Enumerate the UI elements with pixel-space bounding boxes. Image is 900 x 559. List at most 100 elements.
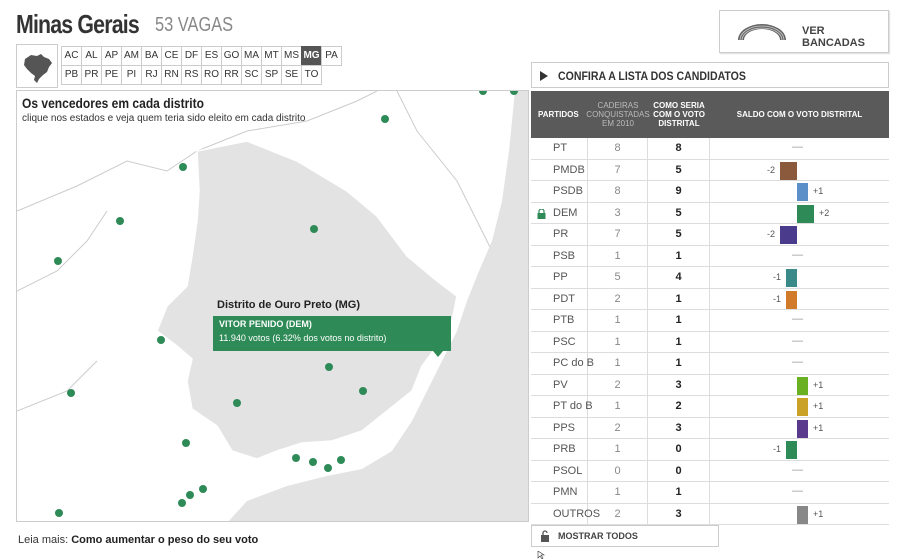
state-button-ce[interactable]: CE — [161, 46, 182, 66]
state-button-pa[interactable]: PA — [321, 46, 342, 66]
district-winner-dot[interactable] — [179, 163, 187, 171]
district-winner-dot[interactable] — [233, 399, 241, 407]
state-button-pr[interactable]: PR — [81, 65, 102, 85]
state-button-pb[interactable]: PB — [61, 65, 82, 85]
district-winner-dot[interactable] — [116, 217, 124, 225]
state-button-pi[interactable]: PI — [121, 65, 142, 85]
state-button-sc[interactable]: SC — [241, 65, 262, 85]
district-winner-dot[interactable] — [178, 499, 186, 507]
party-row[interactable]: DEM 3 5 +2 — [531, 202, 889, 224]
district-map[interactable]: Os vencedores em cada distrito clique no… — [16, 90, 529, 522]
saldo-bar — [797, 204, 814, 223]
cadeiras-value: 2 — [588, 374, 648, 395]
header-partidos: PARTIDOS — [538, 110, 579, 119]
confira-lista-button[interactable]: CONFIRA A LISTA DOS CANDIDATOS — [531, 62, 889, 88]
party-label: PC do B — [553, 357, 594, 370]
party-row[interactable]: PV 2 3 +1 — [531, 374, 889, 396]
state-button-ac[interactable]: AC — [61, 46, 82, 66]
state-button-se[interactable]: SE — [281, 65, 302, 85]
party-row[interactable]: PPS 2 3 +1 — [531, 417, 889, 439]
district-winner-dot[interactable] — [67, 389, 75, 397]
confira-label: CONFIRA A LISTA DOS CANDIDATOS — [558, 69, 746, 83]
district-winner-dot[interactable] — [381, 115, 389, 123]
state-button-rn[interactable]: RN — [161, 65, 182, 85]
saldo-label: +1 — [813, 379, 824, 390]
district-winner-dot[interactable] — [325, 363, 333, 371]
ver-bancadas-button[interactable]: VER BANCADAS — [719, 10, 889, 53]
cadeiras-value: 1 — [588, 310, 648, 331]
party-row[interactable]: PTB 1 1 — — [531, 310, 889, 332]
party-table: PARTIDOS CADEIRAS CONQUISTADAS EM 2010 C… — [531, 91, 889, 525]
saldo-bar — [780, 161, 797, 180]
party-name: PMDB — [531, 159, 588, 180]
saldo-bar — [797, 505, 808, 524]
district-winner-dot[interactable] — [337, 456, 345, 464]
saldo-cell: -1 — [710, 267, 889, 288]
district-winner-dot[interactable] — [157, 336, 165, 344]
state-button-mt[interactable]: MT — [261, 46, 282, 66]
cadeiras-value: 1 — [588, 331, 648, 352]
brazil-map-button[interactable] — [16, 44, 58, 88]
mostrar-todos-button[interactable]: MOSTRAR TODOS — [531, 525, 719, 547]
party-row[interactable]: OUTROS 2 3 +1 — [531, 503, 889, 525]
state-button-ma[interactable]: MA — [241, 46, 262, 66]
table-header: PARTIDOS CADEIRAS CONQUISTADAS EM 2010 C… — [531, 91, 889, 138]
party-name: DEM — [531, 202, 588, 223]
district-winner-dot[interactable] — [55, 509, 63, 517]
como-seria-value: 0 — [648, 439, 710, 460]
district-winner-dot[interactable] — [510, 91, 518, 95]
district-winner-dot[interactable] — [54, 257, 62, 265]
state-button-ba[interactable]: BA — [141, 46, 162, 66]
district-winner-dot[interactable] — [479, 91, 487, 95]
party-row[interactable]: PRB 1 0 -1 — [531, 439, 889, 461]
district-winner-dot[interactable] — [324, 464, 332, 472]
district-winner-dot[interactable] — [309, 458, 317, 466]
state-button-ap[interactable]: AP — [101, 46, 122, 66]
district-winner-dot[interactable] — [199, 485, 207, 493]
party-row[interactable]: PP 5 4 -1 — [531, 267, 889, 289]
cadeiras-value: 3 — [588, 202, 648, 223]
party-label: PT do B — [553, 400, 593, 413]
district-winner-dot[interactable] — [359, 387, 367, 395]
party-row[interactable]: PSOL 0 0 — — [531, 460, 889, 482]
state-button-ms[interactable]: MS — [281, 46, 302, 66]
cadeiras-value: 7 — [588, 159, 648, 180]
state-button-sp[interactable]: SP — [261, 65, 282, 85]
state-button-al[interactable]: AL — [81, 46, 102, 66]
party-label: PTB — [553, 314, 575, 327]
party-row[interactable]: PSC 1 1 — — [531, 331, 889, 353]
leia-mais-link[interactable]: Como aumentar o peso do seu voto — [71, 534, 259, 546]
party-row[interactable]: PMN 1 1 — — [531, 482, 889, 504]
state-button-to[interactable]: TO — [301, 65, 322, 85]
cadeiras-value: 7 — [588, 224, 648, 245]
state-button-mg[interactable]: MG — [301, 46, 322, 66]
party-name: PTB — [531, 310, 588, 331]
state-button-rr[interactable]: RR — [221, 65, 242, 85]
party-label: PSDB — [553, 185, 583, 198]
state-button-df[interactable]: DF — [181, 46, 202, 66]
district-winner-dot[interactable] — [182, 439, 190, 447]
party-row[interactable]: PMDB 7 5 -2 — [531, 159, 889, 181]
party-row[interactable]: PT do B 1 2 +1 — [531, 396, 889, 418]
party-row[interactable]: PC do B 1 1— — [531, 353, 889, 375]
district-winner-dot[interactable] — [292, 454, 300, 462]
party-row[interactable]: PSB 1 1 — — [531, 245, 889, 267]
party-row[interactable]: PDT 2 1 -1 — [531, 288, 889, 310]
district-winner-dot[interactable] — [310, 225, 318, 233]
state-button-am[interactable]: AM — [121, 46, 142, 66]
party-row[interactable]: PR 7 5 -2 — [531, 224, 889, 246]
state-button-ro[interactable]: RO — [201, 65, 222, 85]
state-button-es[interactable]: ES — [201, 46, 222, 66]
party-row[interactable]: PT 8 8 — — [531, 138, 889, 160]
district-winner-dot[interactable] — [186, 491, 194, 499]
state-button-rs[interactable]: RS — [181, 65, 202, 85]
saldo-cell: +1 — [710, 396, 889, 417]
state-button-rj[interactable]: RJ — [141, 65, 162, 85]
state-button-go[interactable]: GO — [221, 46, 242, 66]
party-label: PMDB — [553, 163, 585, 176]
state-button-pe[interactable]: PE — [101, 65, 122, 85]
state-selector: AC AL AP AM BA CE DF ES GO MA MT MS MG PA PB PR PE PI RJ R… — [61, 46, 342, 85]
party-name: PSDB — [531, 181, 588, 202]
party-row[interactable]: PSDB 8 9 +1 — [531, 181, 889, 203]
party-label: PMN — [553, 486, 578, 499]
